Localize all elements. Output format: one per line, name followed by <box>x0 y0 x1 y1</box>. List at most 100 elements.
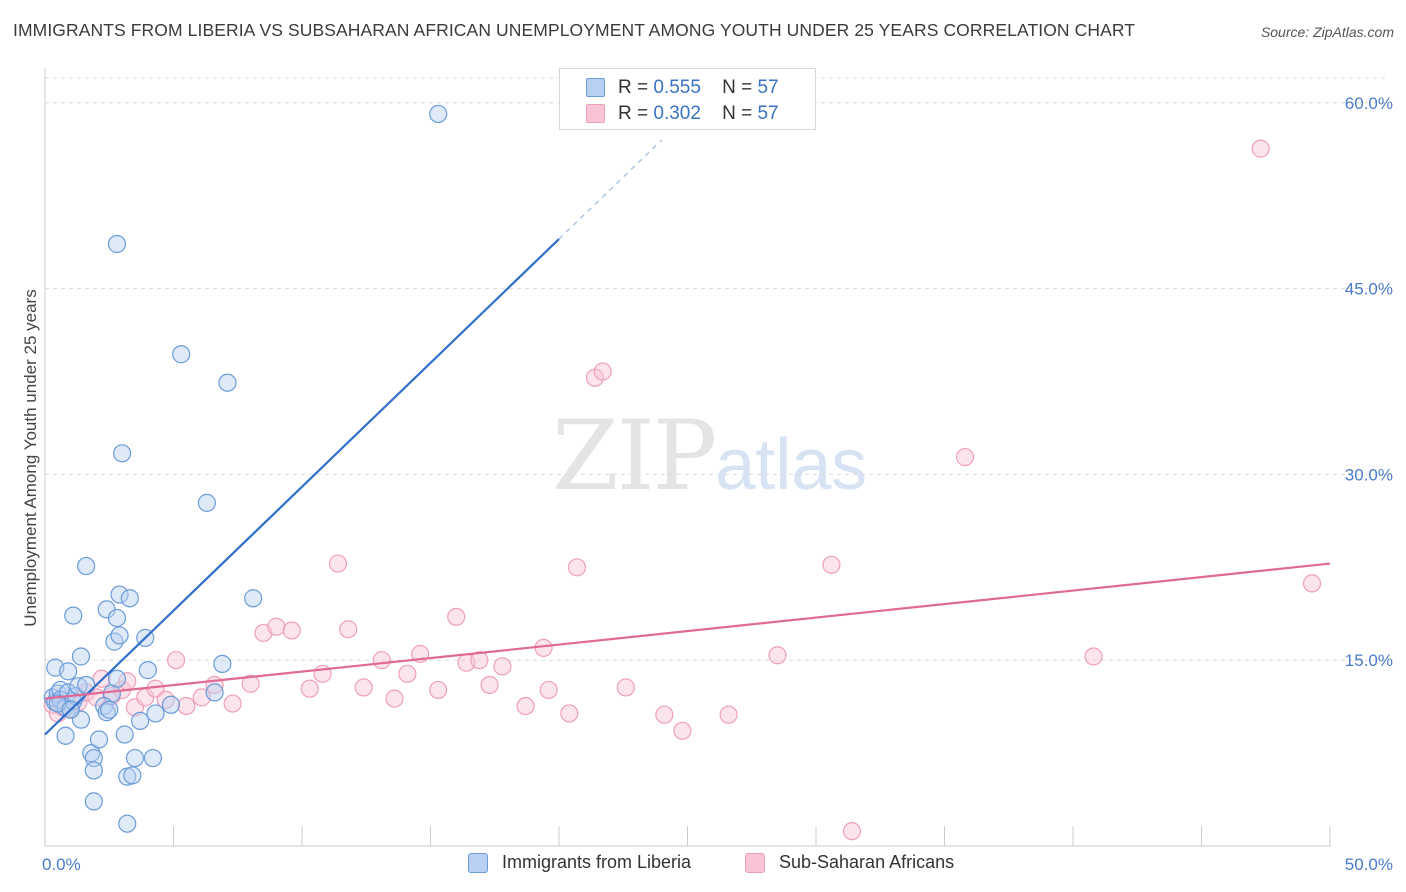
r-label: R = <box>618 77 649 98</box>
data-point-subsaharan <box>429 680 448 700</box>
watermark: ZIPatlas <box>552 400 867 512</box>
data-point-liberia <box>84 761 103 780</box>
n-value: 57 <box>757 103 779 124</box>
data-point-subsaharan <box>354 678 373 697</box>
data-point-subsaharan <box>955 447 975 467</box>
data-point-liberia <box>56 726 75 745</box>
data-point-liberia <box>71 647 91 666</box>
source-credit: Source: ZipAtlas.com <box>1260 24 1394 40</box>
data-point-liberia <box>125 748 145 768</box>
data-point-liberia <box>107 234 127 254</box>
liberia-points <box>43 104 448 833</box>
data-point-subsaharan <box>385 689 404 708</box>
y-tick-label: 15.0% <box>1345 651 1393 670</box>
legend-stats-subsaharan: R = 0.302 N = 57 <box>618 103 779 125</box>
y-axis-label: Unemployment Among Youth under 25 years <box>21 289 40 626</box>
data-point-subsaharan <box>156 690 175 709</box>
data-point-liberia <box>118 814 137 833</box>
data-point-liberia <box>130 711 150 730</box>
sub-saharan-points <box>43 139 1322 841</box>
data-point-subsaharan <box>822 555 841 574</box>
data-point-subsaharan <box>655 705 674 724</box>
data-point-liberia <box>197 493 217 512</box>
data-point-liberia <box>64 606 83 625</box>
legend-label-subsaharan: Sub-Saharan Africans <box>779 852 955 872</box>
data-point-liberia <box>110 585 129 604</box>
data-point-liberia <box>120 589 139 608</box>
data-point-liberia <box>143 748 163 768</box>
n-label: N = <box>722 103 753 124</box>
data-point-subsaharan <box>593 362 612 381</box>
data-point-liberia <box>100 700 119 719</box>
data-point-liberia <box>429 104 448 124</box>
data-point-liberia <box>59 662 78 681</box>
data-point-liberia <box>84 748 103 768</box>
watermark-atlas: atlas <box>715 425 868 505</box>
data-point-liberia <box>77 556 96 576</box>
data-point-subsaharan <box>166 651 186 670</box>
data-point-subsaharan <box>842 822 862 841</box>
x-tick-label: 50.0% <box>1345 855 1393 874</box>
data-point-subsaharan <box>241 674 260 693</box>
legend-swatch-pink <box>745 853 765 873</box>
trend-lines <box>44 139 1331 736</box>
legend-label-liberia: Immigrants from Liberia <box>502 852 692 872</box>
data-point-subsaharan <box>177 696 196 716</box>
r-value: 0.302 <box>653 103 701 124</box>
r-label: R = <box>618 103 649 124</box>
data-point-subsaharan <box>616 678 635 697</box>
data-point-subsaharan <box>768 646 787 665</box>
tick-labels: 15.0% 30.0% 45.0% 60.0% 0.0% 50.0% <box>42 94 1393 874</box>
data-point-liberia <box>89 730 109 749</box>
data-point-subsaharan <box>567 558 587 577</box>
data-point-liberia <box>112 444 132 463</box>
data-point-subsaharan <box>560 704 579 723</box>
data-point-liberia <box>218 373 237 392</box>
r-value: 0.555 <box>653 77 701 98</box>
legend-swatch-blue <box>586 78 605 97</box>
data-point-liberia <box>110 626 129 645</box>
data-point-subsaharan <box>372 651 391 670</box>
data-point-subsaharan <box>300 679 319 698</box>
data-point-subsaharan <box>223 694 242 713</box>
axes <box>44 68 1331 847</box>
data-point-liberia <box>138 661 157 680</box>
trend-line-subsaharan <box>44 562 1331 700</box>
data-point-subsaharan <box>719 705 738 724</box>
data-point-subsaharan <box>328 554 348 573</box>
data-point-subsaharan <box>516 696 535 716</box>
data-point-liberia <box>244 589 263 608</box>
data-point-liberia <box>172 345 191 364</box>
trend-extension-liberia <box>558 139 663 240</box>
data-point-subsaharan <box>1302 574 1322 593</box>
legend-swatch-pink <box>586 104 605 123</box>
x-tick-label: 0.0% <box>42 855 81 874</box>
legend-stats-liberia: R = 0.555 N = 57 <box>618 77 779 99</box>
data-point-subsaharan <box>447 607 466 626</box>
y-tick-label: 45.0% <box>1345 280 1393 299</box>
data-point-subsaharan <box>339 620 358 639</box>
data-point-liberia <box>146 704 165 723</box>
data-point-liberia <box>205 683 224 702</box>
n-value: 57 <box>757 77 779 98</box>
legend-swatch-blue <box>468 853 488 873</box>
data-point-subsaharan <box>480 675 499 695</box>
n-label: N = <box>722 77 753 98</box>
data-point-liberia <box>213 654 232 674</box>
data-point-liberia <box>77 675 96 695</box>
watermark-zip: ZIP <box>552 400 717 512</box>
data-point-subsaharan <box>493 657 512 676</box>
data-point-subsaharan <box>470 651 489 670</box>
trend-line-liberia <box>44 238 560 736</box>
data-point-subsaharan <box>267 617 286 636</box>
data-point-liberia <box>123 766 142 785</box>
chart-title: IMMIGRANTS FROM LIBERIA VS SUBSAHARAN AF… <box>13 20 1136 40</box>
data-point-subsaharan <box>398 664 417 683</box>
data-point-subsaharan <box>539 680 558 700</box>
y-tick-label: 60.0% <box>1345 94 1393 113</box>
correlation-legend: R = 0.555 N = 57 R = 0.302 N = 57 <box>559 68 816 130</box>
data-point-liberia <box>97 703 116 722</box>
data-point-subsaharan <box>282 621 301 640</box>
y-tick-label: 30.0% <box>1345 465 1393 484</box>
